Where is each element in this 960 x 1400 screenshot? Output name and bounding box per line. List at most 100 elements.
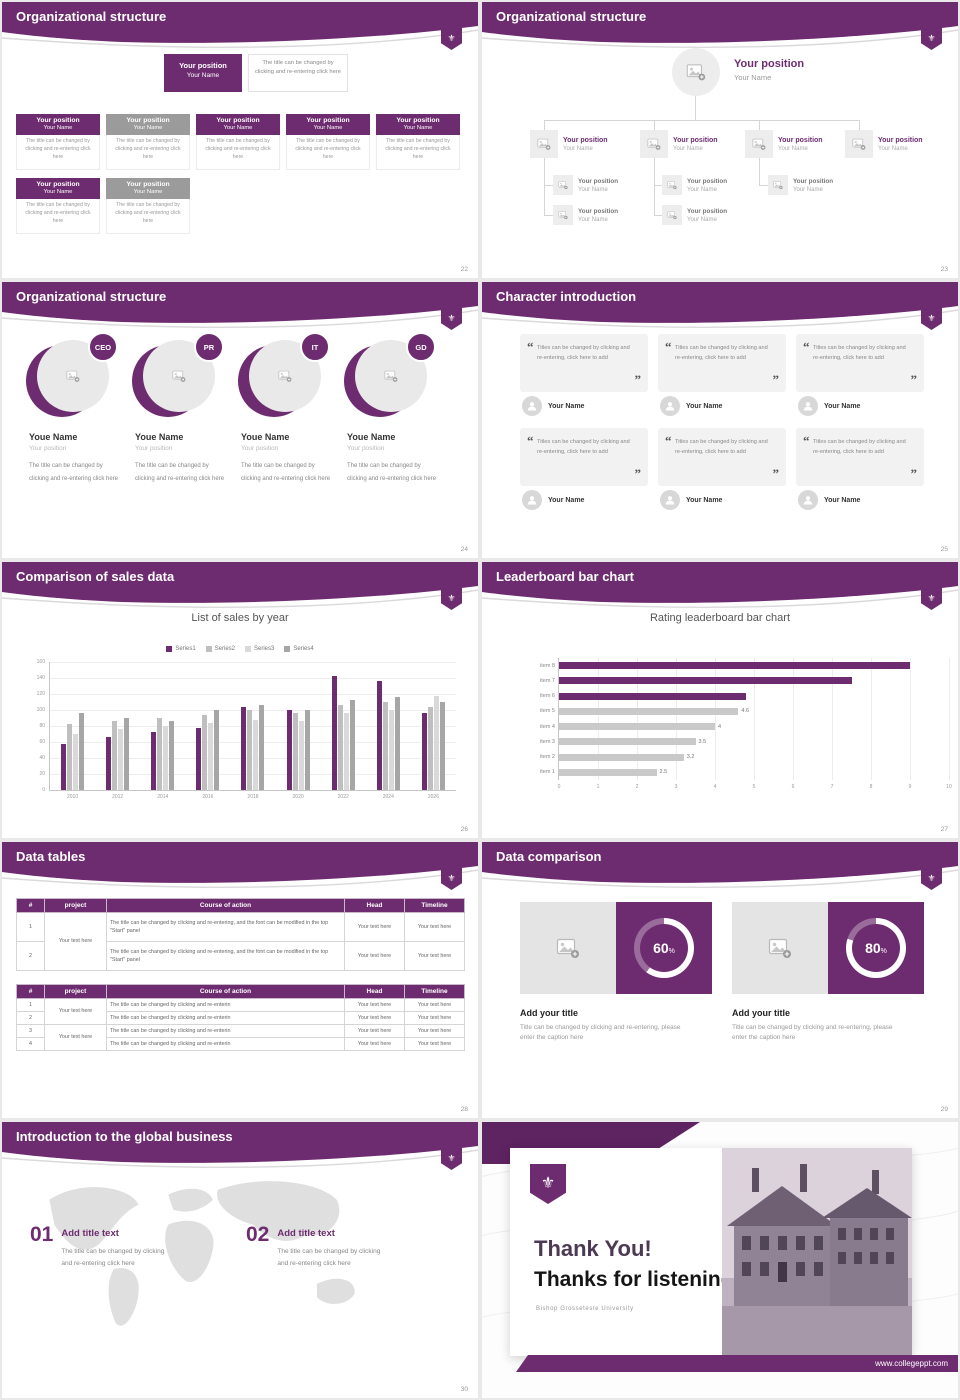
person-column: GD Youe Name Your position The title can… bbox=[344, 332, 447, 485]
legend-swatch bbox=[166, 646, 173, 652]
person-column: CEO Youe Name Your position The title ca… bbox=[26, 332, 129, 485]
slide-thank-you[interactable]: ⚜ Thank You! Thanks for listening! Bisho… bbox=[482, 1122, 958, 1398]
table-cell: 2 bbox=[16, 1011, 45, 1025]
slide-30-global-business[interactable]: Introduction to the global business ⚜ 01… bbox=[2, 1122, 478, 1398]
person-icon bbox=[664, 400, 676, 412]
org-box-body: The title can be changed by clicking and… bbox=[106, 199, 190, 234]
slide-26-comparison-of-sales-data[interactable]: Comparison of sales data ⚜ List of sales… bbox=[2, 562, 478, 838]
slide-28-data-tables[interactable]: Data tables ⚜ # project Course of action… bbox=[2, 842, 478, 1118]
root-name: Your Name bbox=[734, 73, 772, 82]
y-axis-label: 100 bbox=[36, 707, 45, 713]
header-wave bbox=[2, 842, 478, 888]
university-crest-icon: ⚜ bbox=[441, 866, 462, 890]
bar-series2 bbox=[112, 721, 118, 790]
org-box-body: The title can be changed by clicking and… bbox=[106, 135, 190, 170]
crest-glyph: ⚜ bbox=[447, 592, 456, 603]
slide-header: Organizational structure ⚜ bbox=[482, 2, 958, 58]
table-cell: Your text here bbox=[404, 912, 465, 942]
image-placeholder-icon bbox=[852, 137, 866, 151]
bar-series2 bbox=[292, 713, 298, 790]
table-header-cell: # bbox=[16, 898, 45, 913]
org-root-note: The title can be changed by clicking and… bbox=[248, 54, 348, 92]
node-name: Your Name bbox=[687, 216, 717, 223]
photo-placeholder bbox=[662, 175, 682, 195]
org-box-name: Your Name bbox=[403, 125, 433, 131]
open-quote: “ bbox=[665, 339, 672, 354]
photo-placeholder bbox=[845, 130, 873, 158]
quote-text: Titles can be changed by clicking and re… bbox=[537, 345, 630, 361]
bar-row: item 1 2.5 bbox=[540, 765, 949, 780]
image-placeholder-icon bbox=[556, 936, 580, 960]
person-name: Your Name bbox=[548, 402, 585, 410]
legend-label: Series4 bbox=[293, 646, 314, 652]
slide-25-character-introduction[interactable]: Character introduction ⚜ “Titles can be … bbox=[482, 282, 958, 558]
slide-22-organizational-structure[interactable]: Organizational structure ⚜ Your position… bbox=[2, 2, 478, 278]
table-cell: Your text here bbox=[44, 998, 107, 1025]
slide-24-organizational-structure[interactable]: Organizational structure ⚜ CEO Youe Name… bbox=[2, 282, 478, 558]
node-name: Your Name bbox=[578, 216, 608, 223]
org-box-header: Your position Your Name bbox=[106, 178, 190, 199]
org-box: Your position Your Name The title can be … bbox=[16, 114, 100, 170]
x-axis-label: 3 bbox=[674, 784, 678, 790]
bar-series3 bbox=[208, 722, 214, 790]
table-header-cell: Course of action bbox=[106, 984, 345, 999]
bar-row: item 7 bbox=[540, 673, 949, 688]
org-root-node: Your position Your Name bbox=[734, 58, 804, 82]
x-axis-label: 4 bbox=[713, 784, 717, 790]
bar-series1 bbox=[376, 681, 382, 790]
person-name: Youe Name bbox=[135, 432, 184, 442]
slide-29-data-comparison[interactable]: Data comparison ⚜ 60% Add your title Tit… bbox=[482, 842, 958, 1118]
open-quote: “ bbox=[665, 433, 672, 448]
table-cell: 4 bbox=[16, 1037, 45, 1051]
person-body: The title can be changed by clicking and… bbox=[135, 463, 225, 482]
bar bbox=[559, 753, 684, 761]
org-box-position: Your position bbox=[306, 117, 350, 124]
gridline bbox=[949, 658, 950, 780]
quote-text: Titles can be changed by clicking and re… bbox=[675, 439, 768, 455]
slide-23-organizational-structure[interactable]: Organizational structure ⚜ Your position… bbox=[482, 2, 958, 278]
person-avatar bbox=[522, 396, 542, 416]
connector-line bbox=[695, 96, 696, 120]
point-body: The title can be changed by clicking and… bbox=[277, 1248, 381, 1268]
connector-line bbox=[759, 120, 760, 132]
avatar-circle: IT bbox=[238, 332, 330, 422]
table-cell: Your text here bbox=[404, 1037, 465, 1051]
panel-title: Add your title bbox=[520, 1008, 578, 1018]
quote-text: Titles can be changed by clicking and re… bbox=[675, 345, 768, 361]
bar-row: item 2 3.2 bbox=[540, 750, 949, 765]
data-table-2: # project Course of action Head Timeline… bbox=[16, 984, 465, 1051]
gridline bbox=[754, 658, 755, 780]
world-map bbox=[49, 1181, 355, 1326]
plot-area: 0 1 2 3 4 5 6 7 8 9 10 item 8 item 7 item 6 item 5 4.6 i… bbox=[540, 658, 952, 790]
table-cell: Your text here bbox=[344, 998, 405, 1012]
person-name: Your Name bbox=[824, 496, 861, 504]
connector-line bbox=[759, 185, 769, 186]
open-quote: “ bbox=[527, 339, 534, 354]
org-box-name: Your Name bbox=[43, 125, 73, 131]
x-axis-label: 2024 bbox=[382, 794, 394, 800]
org-node: Your position Your Name bbox=[662, 205, 727, 225]
bar-series2 bbox=[67, 724, 73, 790]
table-header-cell: project bbox=[44, 984, 107, 999]
header-wave bbox=[482, 282, 958, 328]
y-axis-label: 120 bbox=[36, 691, 45, 697]
photo-placeholder bbox=[530, 130, 558, 158]
node-position: Your position bbox=[578, 207, 619, 215]
photo-placeholder bbox=[553, 175, 573, 195]
legend-item: Series1 bbox=[166, 646, 196, 652]
percent-value: 80 bbox=[865, 940, 881, 956]
crest-glyph: ⚜ bbox=[447, 1152, 456, 1163]
close-quote: ” bbox=[772, 466, 780, 481]
person-avatar bbox=[660, 396, 680, 416]
slide-27-leaderboard-bar-chart[interactable]: Leaderboard bar chart ⚜ Rating leaderboa… bbox=[482, 562, 958, 838]
website-link[interactable]: www.collegeppt.com bbox=[875, 1359, 948, 1368]
bar-chart: 0 20 40 60 80 100 120 140 160 2010 2012 2014 2016 20… bbox=[28, 659, 458, 807]
bar-group: 2024 bbox=[366, 662, 411, 800]
role-badge: CEO bbox=[88, 332, 118, 362]
thank-you-subtitle: Thanks for listening! bbox=[534, 1268, 741, 1291]
x-axis-label: 2026 bbox=[427, 794, 439, 800]
org-box-name: Your Name bbox=[43, 189, 73, 195]
category-label: item 3 bbox=[540, 738, 555, 745]
percent-sign: % bbox=[880, 947, 887, 955]
